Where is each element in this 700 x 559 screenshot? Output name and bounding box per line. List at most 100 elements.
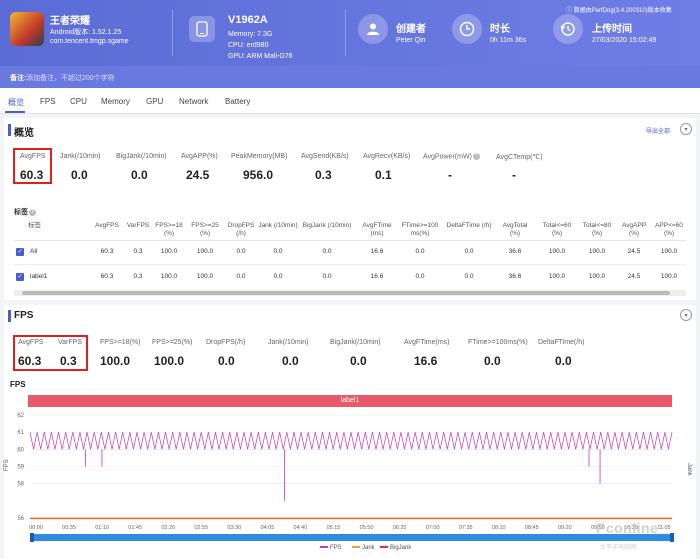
fps-metric-value: 0.0 — [282, 354, 299, 368]
table-cell: 60.3 — [100, 248, 114, 255]
table-header-cell: AvgTotal (%) — [502, 222, 528, 237]
metric-value-peakmemory: 956.0 — [243, 168, 274, 182]
note-bar[interactable]: 备注: 添加备注，不超过200个字符 — [0, 66, 700, 88]
legend-bigjank-label: BigJank — [390, 545, 412, 551]
help-icon[interactable]: ? — [472, 153, 480, 160]
tab-gpu[interactable]: GPU — [146, 97, 164, 106]
metric-label-avgpower: AvgPower(mW)? — [423, 153, 480, 160]
collapse-fps-button[interactable]: ▾ — [680, 309, 692, 321]
fps-metric-label: BigJank(/10min) — [330, 339, 381, 346]
collapse-overview-button[interactable]: ▾ — [680, 123, 692, 135]
slider-handle-right[interactable] — [670, 533, 674, 542]
watermark-subtitle: 太平洋电脑网 — [600, 545, 637, 551]
fps-metric-label: FTime>=100ms(%) — [468, 339, 528, 346]
creator-label: 创建者 — [396, 24, 426, 35]
metric-label-avgctemp-text: AvgCTemp(℃) — [496, 154, 543, 161]
legend-jank[interactable]: Jank — [352, 545, 375, 551]
table-header-cell: AvgFTime (ms) — [362, 222, 392, 237]
metric-label-avgapp: AvgAPP(%) — [181, 153, 218, 160]
fps-metric-label: FPS>=18(%) — [100, 339, 141, 346]
tab-network[interactable]: Network — [179, 97, 209, 106]
table-cell: 0.0 — [322, 248, 332, 255]
phone-icon — [189, 16, 215, 42]
tab-cpu[interactable]: CPU — [70, 97, 87, 106]
fps-chart[interactable]: 62 61 60 59 58 56 FPS Jank 00:00 00:35 01:10 01:45 0… — [0, 405, 700, 535]
active-tab-indicator — [5, 111, 25, 113]
table-header-cell: BigJank (/10min) — [302, 222, 352, 229]
history-icon — [553, 14, 583, 44]
x-tick-label: 11:05 — [657, 525, 670, 531]
x-tick-label: 09:20 — [558, 525, 572, 531]
creator-value: Peter Qin — [396, 37, 426, 44]
y-tick-label: 60 — [17, 447, 24, 453]
row-checkbox[interactable]: ✓ — [16, 273, 24, 281]
tab-battery[interactable]: Battery — [225, 97, 251, 106]
export-all-link[interactable]: 导出全部 — [646, 129, 671, 135]
metric-label-jank: Jank(/10min) — [60, 153, 101, 160]
legend-bigjank[interactable]: BigJank — [380, 545, 411, 551]
table-cell: 0.0 — [322, 273, 332, 280]
metric-value-avgrecv: 0.1 — [375, 168, 392, 182]
x-tick-label: 05:15 — [327, 525, 341, 531]
device-model: V1962A — [228, 14, 268, 26]
fps-metric-label: DropFPS(/h) — [206, 339, 246, 346]
y-tick-label: 59 — [17, 465, 24, 471]
tab-overview[interactable]: 概览 — [8, 98, 24, 107]
table-cell: 0.0 — [273, 273, 283, 280]
fps-metric-label: AvgFTime(ms) — [404, 339, 450, 346]
table-cell: 100.0 — [548, 248, 566, 255]
tab-fps[interactable]: FPS — [40, 97, 56, 106]
x-tick-label: 00:00 — [29, 525, 43, 531]
fps-metric-label: AvgFPS — [18, 339, 44, 346]
table-header-cell: DropFPS (/h) — [227, 222, 255, 237]
table-scrollbar-thumb[interactable] — [22, 291, 670, 295]
table-cell: 0.0 — [236, 273, 246, 280]
table-cell: 100.0 — [160, 248, 178, 255]
table-cell: 100.0 — [660, 248, 678, 255]
table-cell: 0.3 — [133, 248, 143, 255]
row-checkbox[interactable]: ✓ — [16, 248, 24, 256]
time-range-slider[interactable] — [30, 534, 674, 541]
label-band[interactable]: label1 — [28, 395, 672, 407]
fps-metric-value: 0.0 — [350, 354, 367, 368]
table-header-cell: Jank (/10min) — [258, 222, 298, 229]
table-cell: 0.0 — [415, 248, 425, 255]
source-text: 数据由PerfDog(3.4.200310)版本收集 — [573, 8, 672, 14]
fps-metric-label: VarFPS — [58, 339, 82, 346]
metric-label-avgsend: AvgSend(KB/s) — [301, 153, 349, 160]
table-header-cell: Total<=60 (%) — [542, 222, 572, 237]
package-name: com.tencent.tmgp.sgame — [50, 38, 129, 45]
legend-fps[interactable]: FPS — [320, 545, 342, 551]
y-axis-label-right: Jank — [686, 463, 692, 477]
note-label: 备注: — [10, 75, 27, 82]
legend-swatch — [352, 546, 360, 549]
note-input[interactable]: 添加备注，不超过200个字符 — [26, 75, 115, 82]
metric-label-bigjank: BigJank(/10min) — [116, 153, 167, 160]
metric-value-avgapp: 24.5 — [186, 168, 210, 182]
x-tick-label: 02:55 — [194, 525, 208, 531]
device-gpu: GPU: ARM Mali-G76 — [228, 53, 293, 60]
table-cell: 100.0 — [588, 273, 606, 280]
fps-metric-label: Jank(/10min) — [268, 339, 309, 346]
metric-label-avgctemp: AvgCTemp(℃) — [496, 153, 543, 161]
metric-value-avgfps: 60.3 — [20, 168, 44, 182]
overview-card — [4, 118, 696, 300]
y-tick-label: 61 — [17, 430, 24, 436]
divider — [14, 240, 686, 241]
table-cell: 100.0 — [160, 273, 178, 280]
help-icon[interactable]: ? — [29, 208, 36, 216]
table-label-title: 标签? — [14, 207, 36, 217]
table-header-cell: VarFPS — [126, 222, 150, 229]
slider-handle-left[interactable] — [30, 533, 34, 542]
x-tick-label: 03:30 — [227, 525, 241, 531]
fps-metric-value: 0.0 — [484, 354, 501, 368]
device-cpu: CPU: erd980 — [228, 42, 269, 49]
report-header: 王者荣耀 Android版本: 1.52.1.25 com.tencent.tm… — [0, 0, 700, 66]
highlight-box — [13, 148, 52, 184]
user-icon — [358, 14, 388, 44]
tab-memory[interactable]: Memory — [101, 97, 130, 106]
metric-value-jank: 0.0 — [71, 168, 88, 182]
metric-value-bigjank: 0.0 — [131, 168, 148, 182]
device-memory: Memory: 7.3G — [228, 31, 273, 38]
table-cell: 100.0 — [660, 273, 678, 280]
